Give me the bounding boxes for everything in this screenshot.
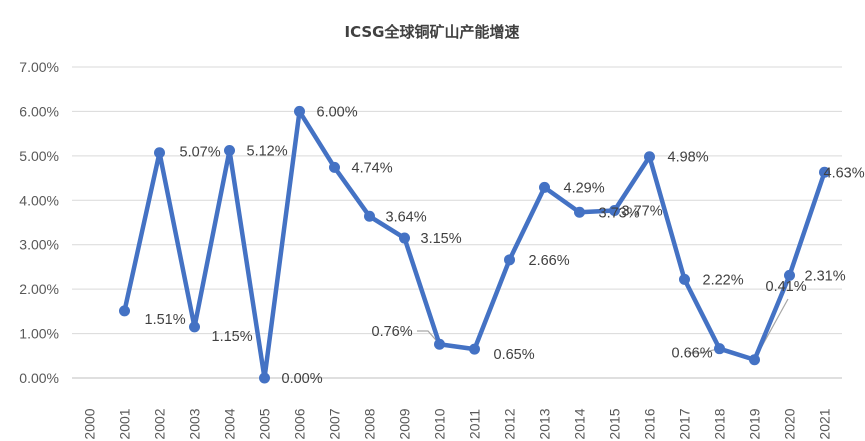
- x-tick-label: 2014: [572, 408, 588, 439]
- x-tick-label: 2003: [187, 408, 203, 439]
- x-tick-label: 2011: [467, 409, 483, 439]
- data-label: 2.22%: [703, 272, 744, 288]
- data-point: [469, 343, 480, 355]
- x-tick-label: 2002: [152, 408, 168, 439]
- chart-title: ICSG全球铜矿山产能增速: [345, 23, 520, 41]
- data-point: [434, 338, 445, 350]
- x-tick-label: 2020: [782, 408, 798, 439]
- data-label: 3.64%: [386, 209, 427, 225]
- x-tick-label: 2010: [432, 408, 448, 439]
- data-point: [119, 305, 130, 317]
- x-tick-label: 2005: [257, 408, 273, 439]
- x-tick-label: 2004: [222, 408, 238, 439]
- x-tick-label: 2006: [292, 408, 308, 439]
- x-tick-label: 2016: [642, 408, 658, 439]
- series-line-group: [119, 105, 830, 384]
- data-point: [819, 166, 830, 178]
- data-label: 3.15%: [421, 231, 462, 247]
- data-point: [609, 205, 620, 217]
- data-label: 5.12%: [247, 144, 288, 160]
- data-point: [154, 147, 165, 159]
- y-tick-label: 3.00%: [19, 237, 59, 253]
- data-label: 3.73%: [599, 205, 640, 221]
- x-tick-label: 2015: [607, 408, 623, 439]
- data-label: 3.77%: [622, 204, 663, 220]
- data-point: [504, 254, 515, 266]
- data-point: [714, 343, 725, 355]
- data-label: 4.63%: [824, 165, 865, 181]
- x-tick-label: 2018: [712, 408, 728, 439]
- data-point: [294, 105, 305, 117]
- leader-line: [688, 348, 720, 354]
- data-point: [749, 354, 760, 366]
- data-point: [329, 161, 340, 173]
- data-point: [539, 181, 550, 193]
- data-label: 0.00%: [282, 371, 323, 387]
- data-label: 5.07%: [180, 145, 221, 161]
- y-tick-label: 7.00%: [19, 59, 59, 75]
- data-label: 2.66%: [529, 253, 570, 269]
- data-label: 6.00%: [317, 104, 358, 120]
- data-label: 0.65%: [494, 347, 535, 363]
- x-tick-label: 2019: [747, 408, 763, 439]
- y-axis-ticks: 0.00% 1.00% 2.00% 3.00% 4.00% 5.00% 6.00% 7.00%: [19, 59, 59, 386]
- y-tick-label: 0.00%: [19, 370, 59, 386]
- x-tick-label: 2021: [817, 408, 833, 439]
- x-tick-label: 2009: [397, 408, 413, 439]
- data-label: 4.98%: [668, 150, 709, 166]
- x-axis: 2000 2001 2002 2003 2004 2005 2006 2007 2008 2009…: [72, 377, 842, 440]
- data-label: 1.51%: [145, 312, 186, 328]
- x-tick-label: 2001: [117, 408, 133, 439]
- x-tick-label: 2008: [362, 408, 378, 439]
- data-labels: 1.51% 5.07% 1.15% 5.12% 0.00% 6.00% 4.74% 3.64%…: [145, 104, 865, 387]
- y-tick-label: 6.00%: [19, 103, 59, 119]
- data-point: [259, 372, 270, 384]
- data-point: [574, 206, 585, 218]
- x-tick-label: 2013: [537, 408, 553, 439]
- x-tick-label: 2007: [327, 408, 343, 439]
- data-point: [189, 321, 200, 333]
- data-point: [224, 145, 235, 157]
- data-point: [679, 273, 690, 285]
- y-tick-label: 4.00%: [19, 192, 59, 208]
- data-point: [399, 232, 410, 244]
- data-label: 0.76%: [372, 324, 413, 340]
- data-label: 4.74%: [352, 160, 393, 176]
- y-tick-label: 5.00%: [19, 148, 59, 164]
- data-label: 1.15%: [212, 329, 253, 345]
- data-label: 0.41%: [766, 279, 807, 295]
- y-tick-label: 1.00%: [19, 326, 59, 342]
- data-point: [784, 269, 795, 281]
- x-tick-label: 2017: [677, 408, 693, 439]
- data-label: 2.31%: [805, 268, 846, 284]
- data-point: [644, 151, 655, 163]
- data-label: 4.29%: [564, 180, 605, 196]
- x-tick-label: 2000: [82, 408, 98, 439]
- leader-line: [417, 330, 440, 345]
- x-tick-label: 2012: [502, 408, 518, 439]
- y-tick-label: 2.00%: [19, 281, 59, 297]
- data-label: 0.66%: [672, 346, 713, 362]
- data-point: [364, 210, 375, 222]
